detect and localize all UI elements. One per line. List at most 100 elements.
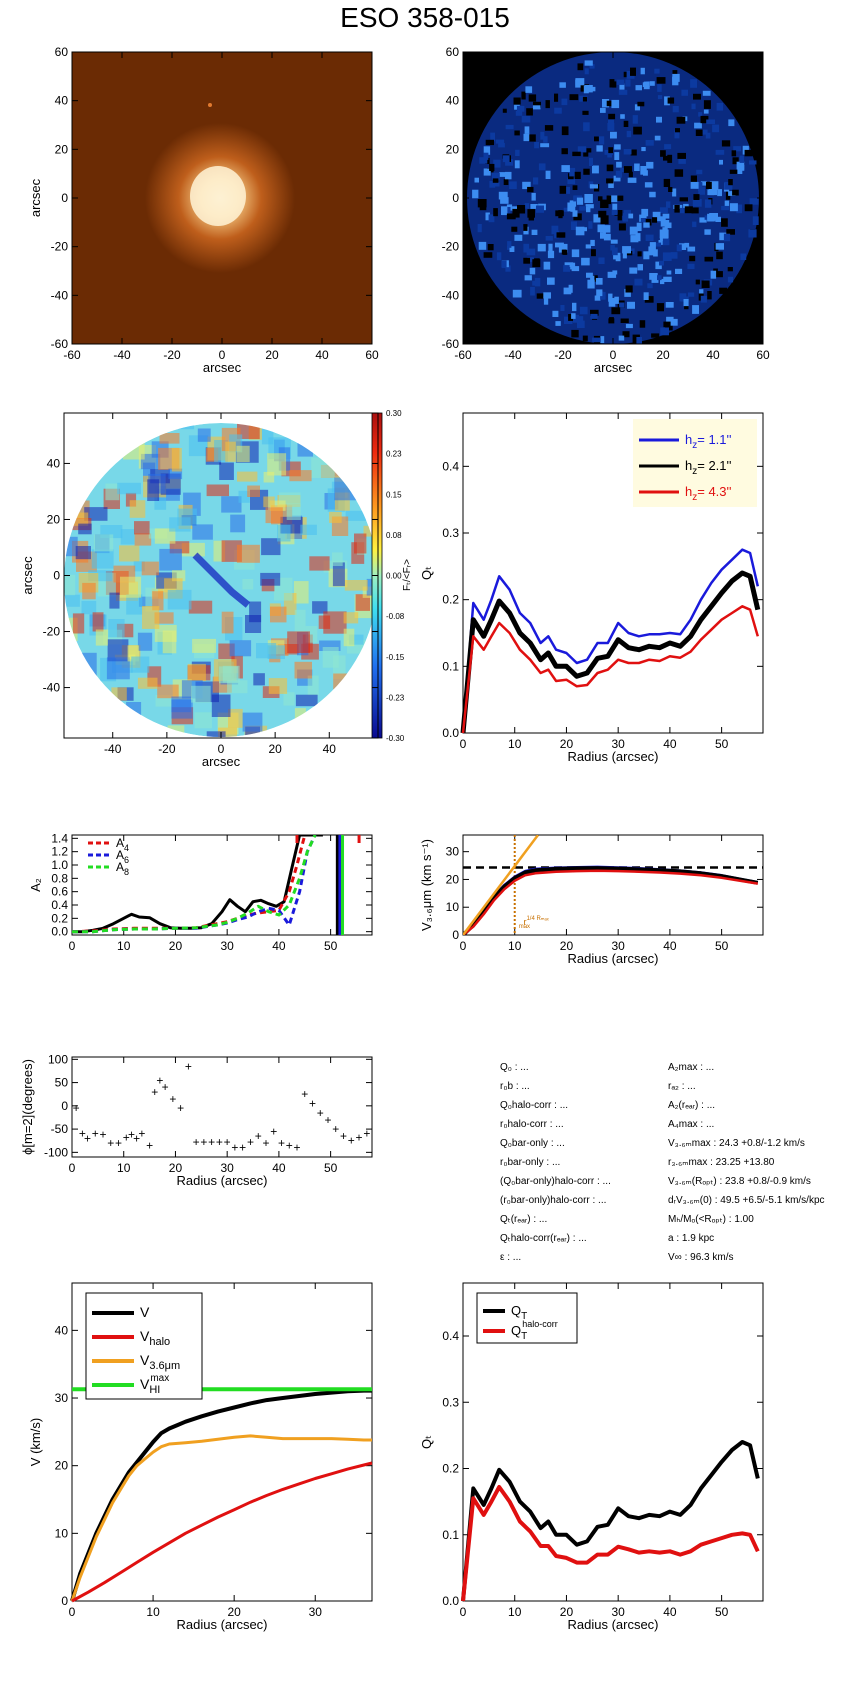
speckle <box>563 287 572 295</box>
speckle <box>615 170 623 178</box>
speckle <box>524 126 530 134</box>
phase-plot-point: + <box>332 1122 339 1136</box>
speckle <box>531 192 536 201</box>
a2-profile-legend-label: A6 <box>116 848 129 865</box>
force-cell <box>269 500 286 511</box>
phase-plot-xlabel: Radius (arcsec) <box>176 1173 267 1188</box>
force-cell <box>263 471 275 483</box>
speckle <box>690 79 697 88</box>
force-cell <box>249 601 262 623</box>
speckle <box>571 313 576 319</box>
speckle <box>704 229 711 235</box>
speckle <box>728 179 733 186</box>
speckle <box>521 91 526 100</box>
speckle <box>494 182 500 187</box>
speckle <box>514 130 520 136</box>
force-cell <box>245 726 260 737</box>
phase-plot-point: + <box>107 1136 114 1150</box>
speckle <box>606 100 614 107</box>
speckle <box>690 181 699 189</box>
a2-profile-xtick-label: 50 <box>324 939 338 953</box>
speckle <box>668 187 673 192</box>
phase-plot-point: + <box>270 1124 277 1138</box>
speckle <box>611 99 620 109</box>
speckle <box>662 252 672 261</box>
a2-profile-xtick-label: 0 <box>69 939 76 953</box>
speckle <box>578 316 584 325</box>
speckle <box>683 203 689 209</box>
force-cell <box>92 612 104 632</box>
speckle <box>598 136 605 145</box>
speckle <box>505 171 512 180</box>
force-cell <box>230 514 246 533</box>
speckle <box>630 235 639 243</box>
phase-plot-point: + <box>115 1136 122 1150</box>
a2-profile-series-2 <box>72 835 317 934</box>
speckle <box>632 115 638 124</box>
speckle <box>625 79 631 87</box>
info-right-line: A₂max : ... <box>668 1062 714 1073</box>
speckle <box>545 236 553 241</box>
speckle <box>652 211 661 218</box>
phase-plot-point: + <box>169 1092 176 1106</box>
speckle <box>608 147 613 154</box>
speckle <box>532 280 537 286</box>
a2-profile-series-0 <box>72 835 323 934</box>
velocity-decomp-xlabel: Radius (arcsec) <box>176 1617 267 1632</box>
speckle <box>674 205 680 213</box>
speckle <box>477 224 482 233</box>
force-cell <box>236 544 260 563</box>
phase-plot-point: + <box>73 1101 80 1115</box>
force-cell <box>260 572 281 586</box>
phase-plot-point: + <box>79 1127 86 1141</box>
image-left-ytick-label: 60 <box>55 45 69 59</box>
colorbar-tick-label: 0.23 <box>386 450 402 459</box>
speckle <box>727 267 733 272</box>
force-cell <box>345 510 367 521</box>
speckle <box>675 128 680 133</box>
phase-plot-point: + <box>128 1128 135 1142</box>
speckle <box>669 318 678 326</box>
speckle <box>483 252 493 258</box>
speckle <box>719 232 728 241</box>
velocity-decomp-frame <box>71 1282 373 1602</box>
speckle <box>653 242 662 247</box>
force-cell <box>154 612 174 624</box>
speckle <box>626 130 632 138</box>
force-cell <box>300 524 317 535</box>
speckle <box>625 323 633 329</box>
phase-plot-point: + <box>156 1073 163 1087</box>
qt-hz-frame <box>462 412 764 734</box>
phase-plot-point: + <box>363 1127 370 1141</box>
speckle <box>714 271 723 278</box>
speckle <box>684 206 693 214</box>
image-right-xtick-label: 60 <box>756 348 770 362</box>
speckle <box>659 229 669 239</box>
speckle <box>533 101 541 108</box>
force-cell <box>267 453 287 476</box>
galaxy-core <box>190 166 246 226</box>
speckle <box>620 318 629 323</box>
force-cell <box>147 479 160 501</box>
rotation-curve-plot-area <box>463 835 763 935</box>
speckle <box>727 276 734 283</box>
speckle <box>706 181 712 189</box>
speckle <box>606 178 614 184</box>
a2-profile-ytick-label: 1.0 <box>51 858 68 872</box>
speckle <box>478 241 487 250</box>
speckle <box>512 206 520 212</box>
speckle <box>636 337 642 345</box>
qt-halo-ytick-label: 0.2 <box>442 1462 459 1476</box>
speckle <box>590 313 598 319</box>
speckle <box>689 255 696 262</box>
speckle <box>569 94 579 101</box>
speckle <box>687 246 696 252</box>
force-cell <box>343 628 355 647</box>
velocity-decomp-ytick-label: 20 <box>55 1459 69 1473</box>
speckle <box>531 229 538 235</box>
force-cell <box>177 508 197 526</box>
speckle <box>637 264 643 271</box>
speckle <box>591 249 596 257</box>
qt-hz-xtick-label: 40 <box>663 737 677 751</box>
